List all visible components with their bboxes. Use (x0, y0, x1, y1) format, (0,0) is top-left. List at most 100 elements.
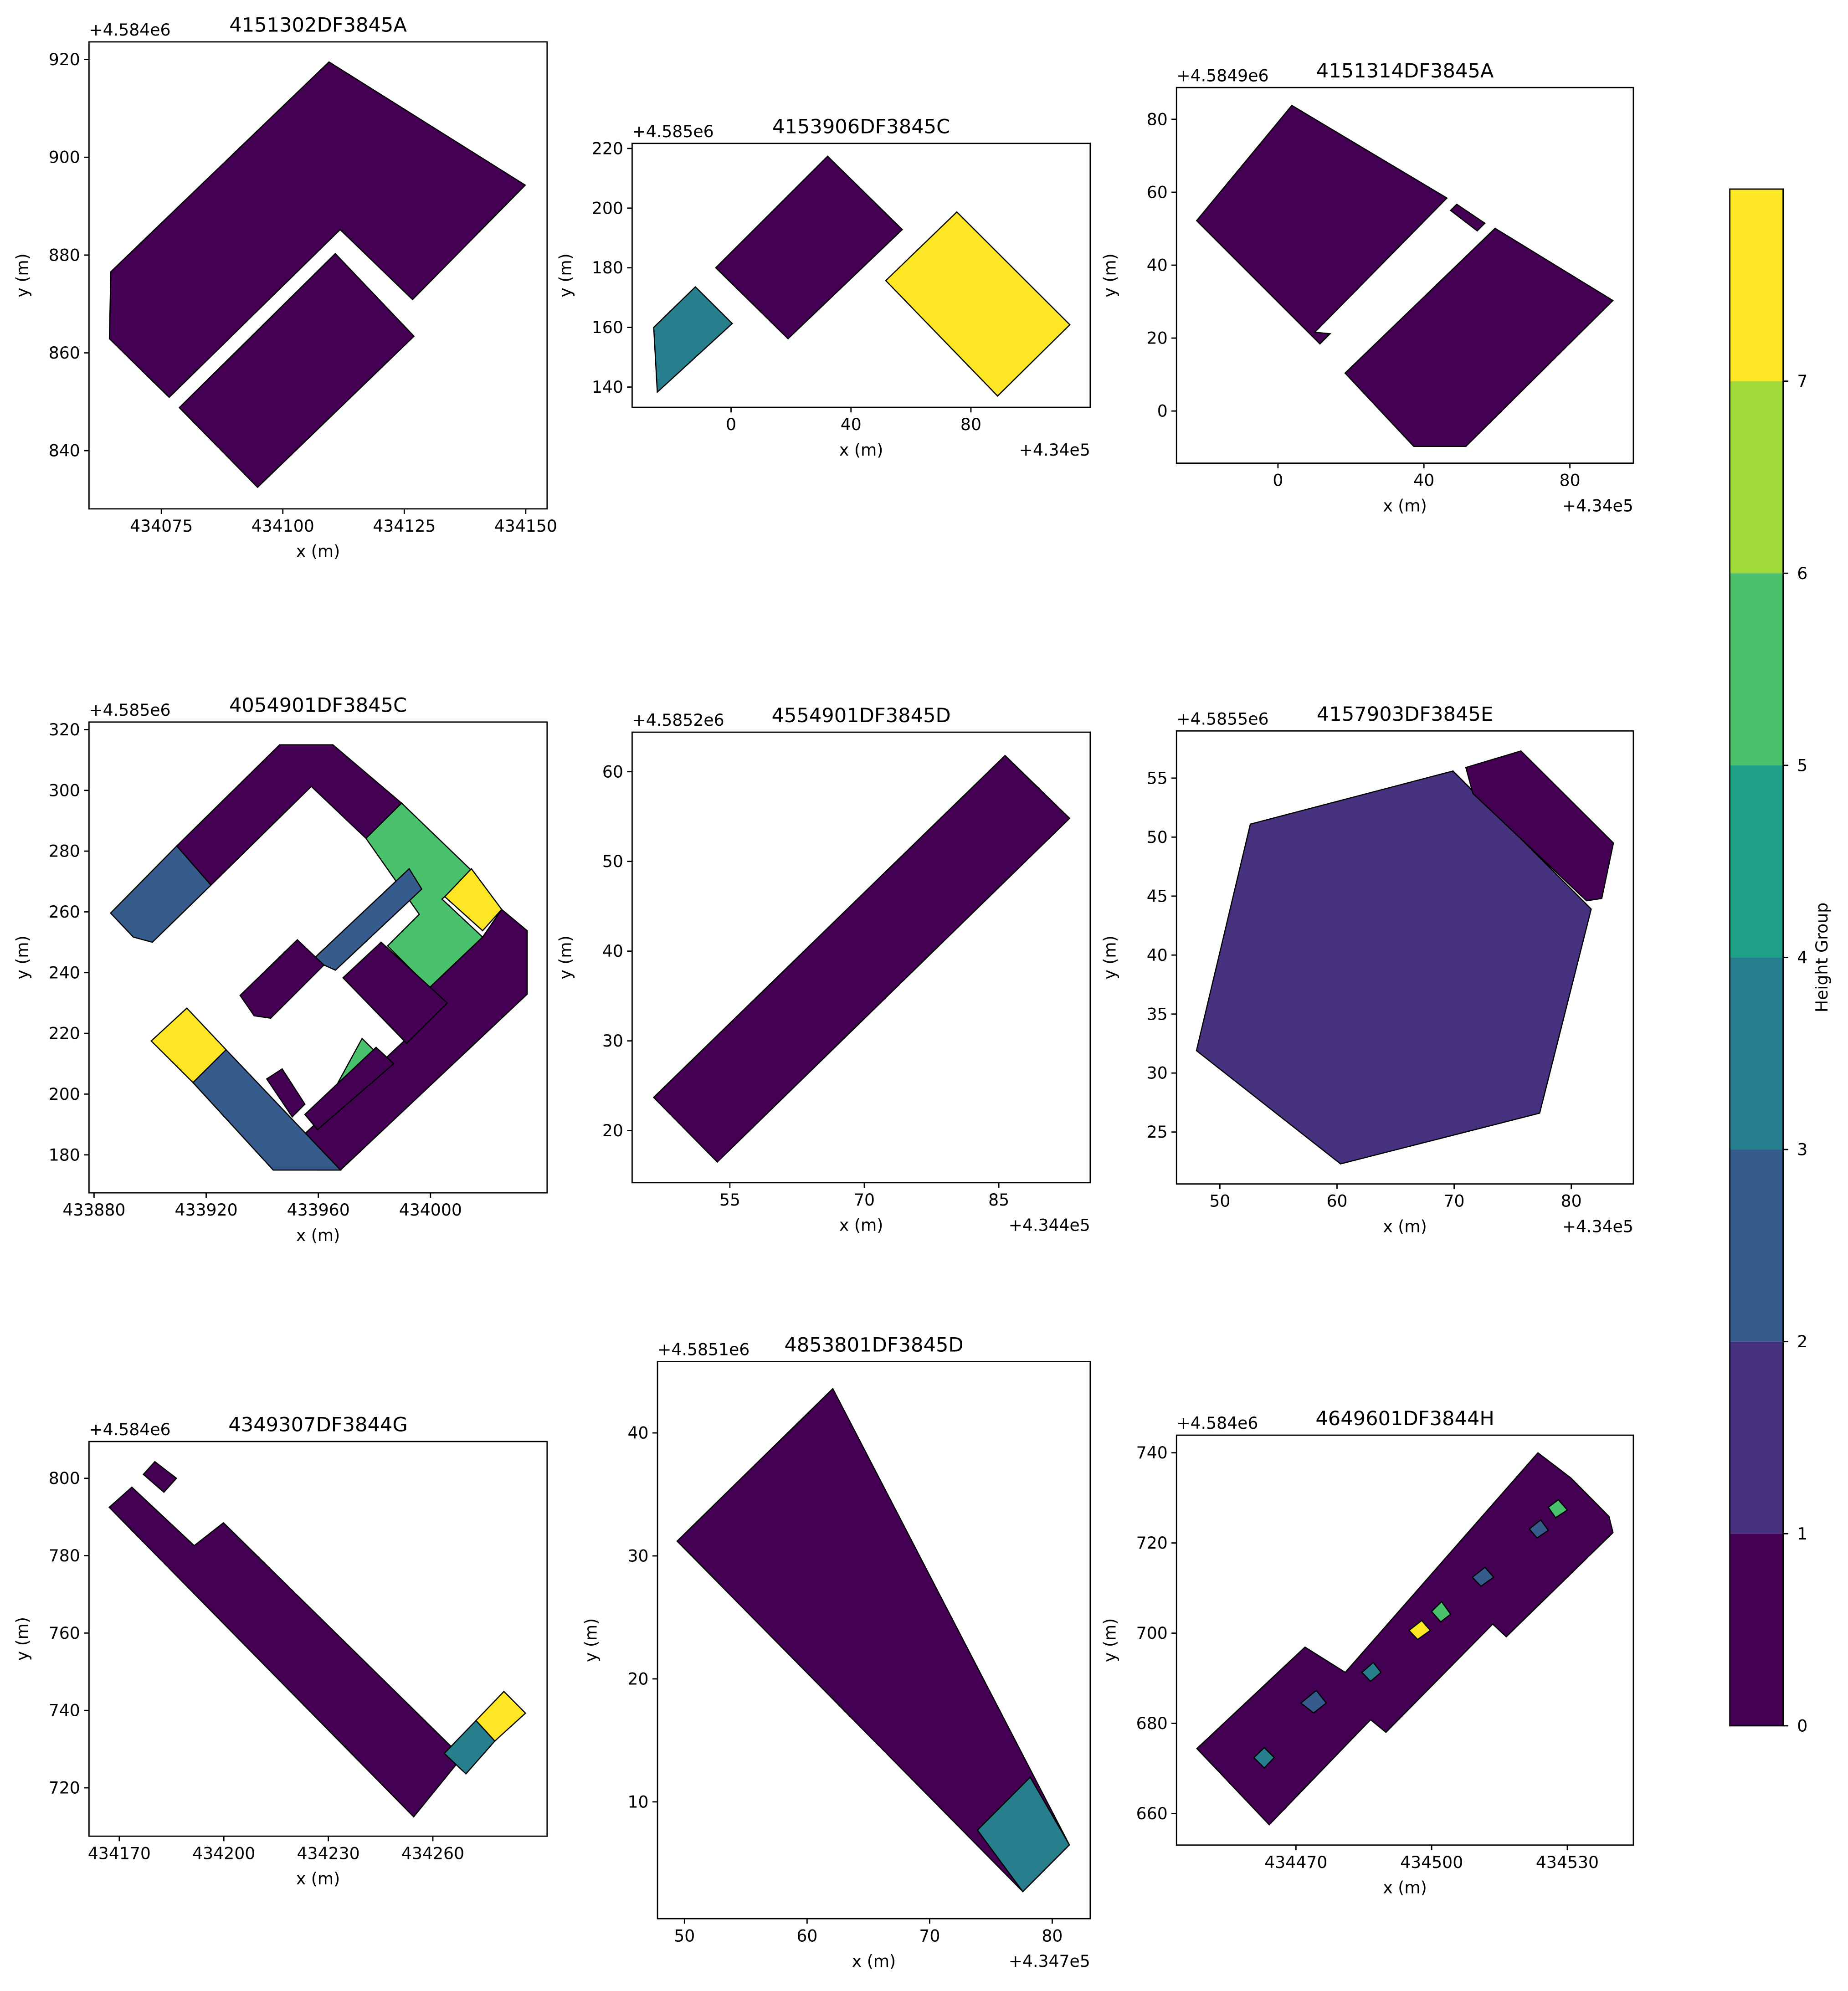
colorbar-tick-label: 6 (1797, 564, 1807, 583)
y-tick-label: 180 (49, 1145, 80, 1165)
y-tick-label: 320 (49, 720, 80, 739)
colorbar-tick-label: 2 (1797, 1332, 1807, 1351)
plot-area (108, 1461, 527, 1818)
x-tick-label: 70 (854, 1190, 875, 1210)
plot-area (108, 61, 526, 488)
colorbar-tick-label: 0 (1797, 1716, 1807, 1735)
x-axis-label: x (m) (1383, 1216, 1427, 1236)
colorbar: 0 1 2 3 4 5 6 7 Height Group (1729, 188, 1832, 1735)
colorbar-band (1730, 573, 1783, 765)
axes-frame (1176, 730, 1634, 1185)
axes-frame (88, 1441, 548, 1837)
x-offset-label: +4.34e5 (1562, 1216, 1633, 1236)
y-tick-label: 25 (1147, 1122, 1168, 1142)
building-footprint (1547, 1498, 1568, 1519)
plot-area (1196, 750, 1614, 1165)
y-axis-label: y (m) (556, 253, 575, 297)
y-tick-label: 160 (592, 318, 623, 337)
building-footprint (1408, 1620, 1432, 1641)
subplot-title: 4153906DF3845C (772, 115, 950, 138)
y-axis-label: y (m) (13, 1617, 32, 1661)
subplot: 0 40 80 0 20 40 60 80 4151314DF3845A x (m) y (m) +4… (1100, 60, 1634, 515)
x-offset-label: +4.347e5 (1009, 1951, 1090, 1971)
x-tick-label: 434200 (192, 1843, 255, 1863)
axes-frame (1176, 1434, 1634, 1846)
building-footprint (108, 1486, 463, 1818)
y-offset-label: +4.585e6 (632, 122, 714, 141)
y-tick-label: 20 (1147, 328, 1168, 348)
x-tick-label: 80 (960, 415, 981, 434)
subplot: 55 70 85 20 30 40 50 60 4554901DF3845D x (m) y (m)… (556, 704, 1091, 1235)
y-tick-label: 40 (628, 1423, 649, 1443)
subplot-title: 4157903DF3845E (1317, 703, 1493, 726)
x-tick-label: 434150 (494, 516, 557, 536)
building-footprint (311, 867, 423, 971)
x-tick-label: 55 (719, 1190, 740, 1210)
colorbar-tick-label: 4 (1797, 948, 1807, 967)
colorbar-band (1730, 1534, 1783, 1726)
plot-area (1196, 104, 1614, 447)
colorbar-tick-label: 1 (1797, 1524, 1807, 1544)
y-tick-label: 50 (1147, 827, 1168, 847)
y-tick-label: 700 (1136, 1623, 1168, 1643)
building-footprint (1253, 1747, 1275, 1769)
x-tick-label: 434170 (88, 1843, 151, 1863)
colorbar-band (1730, 189, 1783, 381)
subplot: 434470 434500 434530 660 680 700 720 740 4649601… (1100, 1407, 1634, 1898)
building-footprint (1449, 203, 1486, 232)
colorbar-label: Height Group (1812, 903, 1832, 1012)
building-footprint (192, 1049, 342, 1171)
y-tick-label: 10 (628, 1792, 649, 1811)
y-tick-label: 60 (602, 762, 623, 781)
x-offset-label: +4.34e5 (1562, 496, 1633, 515)
y-offset-label: +4.5849e6 (1176, 66, 1268, 85)
subplot-title: 4349307DF3844G (228, 1414, 408, 1437)
subplot: 50 60 70 80 25 30 35 40 45 50 55 4157903DF3845E x (m… (1100, 703, 1634, 1236)
y-tick-label: 20 (628, 1669, 649, 1688)
building-footprint (885, 211, 1071, 397)
plot-area (1196, 1452, 1614, 1826)
subplot: 0 40 80 140 160 180 200 220 4153906DF3845C x (m) y… (556, 115, 1091, 460)
building-footprint (1196, 104, 1448, 345)
x-axis-label: x (m) (296, 542, 340, 561)
y-tick-label: 220 (592, 139, 623, 158)
x-tick-label: 433960 (287, 1200, 350, 1220)
building-footprint (1196, 1452, 1614, 1826)
plot-area (676, 1387, 1070, 1893)
colorbar-tick-label: 5 (1797, 755, 1807, 775)
x-tick-label: 60 (796, 1926, 817, 1945)
y-axis-label: y (m) (1100, 1618, 1120, 1662)
y-tick-label: 50 (602, 852, 623, 871)
x-tick-label: 70 (1444, 1191, 1465, 1211)
building-footprint (239, 939, 325, 1019)
y-tick-label: 680 (1136, 1714, 1168, 1733)
x-tick-label: 0 (1273, 471, 1283, 490)
y-tick-label: 30 (628, 1546, 649, 1566)
x-axis-label: x (m) (852, 1951, 896, 1971)
y-tick-label: 220 (49, 1024, 80, 1043)
colorbar-tick-label: 7 (1797, 371, 1807, 391)
y-tick-label: 740 (49, 1701, 80, 1720)
y-tick-label: 200 (49, 1084, 80, 1104)
building-footprint (178, 252, 415, 488)
x-axis-label: x (m) (296, 1226, 340, 1245)
x-tick-label: 434100 (252, 516, 314, 536)
axes-frame (631, 731, 1091, 1184)
x-tick-label: 85 (988, 1190, 1009, 1210)
y-tick-label: 920 (49, 50, 80, 69)
x-tick-label: 434500 (1400, 1852, 1463, 1872)
building-footprint (109, 845, 212, 943)
y-tick-label: 860 (49, 343, 80, 363)
y-tick-label: 240 (49, 963, 80, 982)
y-tick-label: 760 (49, 1623, 80, 1643)
building-footprint (176, 744, 403, 886)
x-tick-label: 434470 (1264, 1852, 1327, 1872)
x-offset-label: +4.344e5 (1009, 1216, 1090, 1235)
x-tick-label: 434000 (399, 1200, 462, 1220)
x-tick-label: 434125 (373, 516, 436, 536)
building-footprint (1344, 227, 1614, 447)
y-axis-label: y (m) (13, 935, 32, 979)
x-tick-label: 50 (1209, 1191, 1230, 1211)
y-axis-label: y (m) (1100, 935, 1120, 979)
